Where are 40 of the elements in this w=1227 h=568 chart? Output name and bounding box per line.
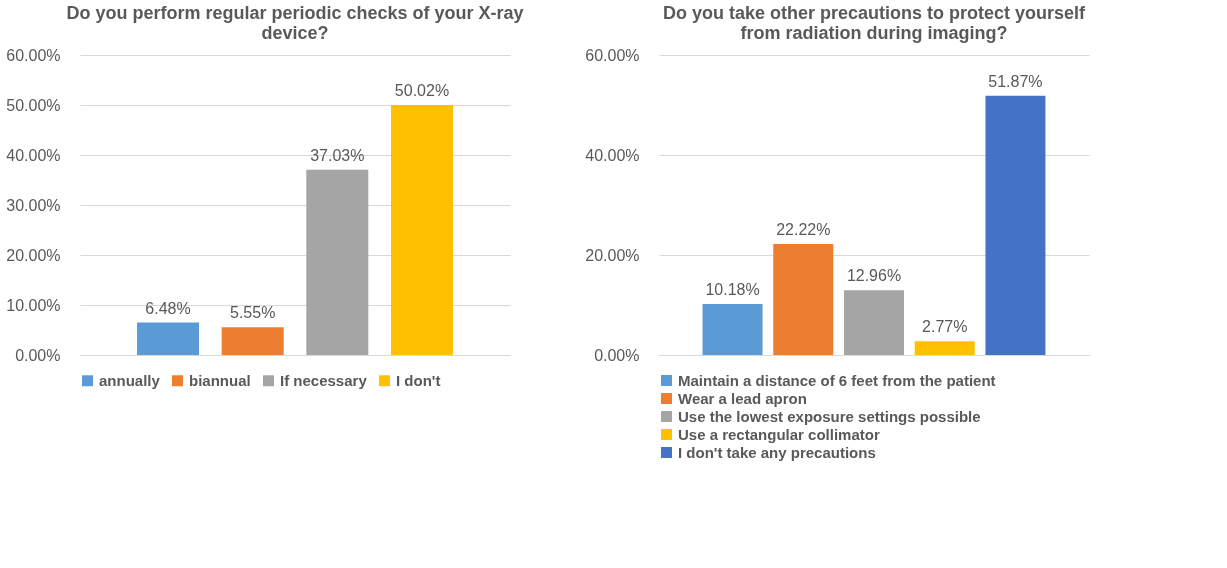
legend-label: I don't take any precautions xyxy=(678,443,876,461)
bar xyxy=(702,304,763,355)
data-label: 22.22% xyxy=(776,220,831,238)
bar xyxy=(985,95,1046,355)
bar xyxy=(844,290,904,355)
legend-label: I don't xyxy=(396,371,441,389)
legend-label: Wear a lead apron xyxy=(678,389,807,407)
bar xyxy=(221,327,284,355)
chart-title: Do you perform regular periodic checks of your X-ray device? xyxy=(66,3,524,43)
y-tick-label: 20.00% xyxy=(585,246,640,264)
legend-label: Use the lowest exposure settings possible xyxy=(678,407,981,425)
y-tick-label: 0.00% xyxy=(15,346,61,364)
bar xyxy=(390,104,453,355)
bar xyxy=(137,322,200,355)
data-label: 10.18% xyxy=(705,281,760,299)
y-tick-label: 40.00% xyxy=(6,146,61,164)
bar xyxy=(306,169,369,355)
data-label: 2.77% xyxy=(922,318,968,336)
y-tick-label: 0.00% xyxy=(594,346,640,364)
y-tick-label: 30.00% xyxy=(6,196,61,214)
bar xyxy=(914,341,975,355)
data-label: 12.96% xyxy=(846,267,902,285)
data-label: 50.02% xyxy=(394,81,450,99)
legend-label: Use a rectangular collimator xyxy=(678,425,880,443)
legend-label: Maintain a distance of 6 feet from the patient xyxy=(678,371,996,389)
legend-label: annually xyxy=(99,371,161,389)
legend-label: If necessary xyxy=(280,371,368,389)
legend-label: biannual xyxy=(189,371,251,389)
data-label: 5.55% xyxy=(229,304,276,322)
data-label: 51.87% xyxy=(988,72,1043,90)
y-tick-label: 20.00% xyxy=(6,246,61,264)
y-tick-label: 50.00% xyxy=(6,96,61,114)
data-label: 37.03% xyxy=(310,146,365,164)
chart-title: Do you take other precautions to protect yourself from radiation during imaging? xyxy=(662,3,1087,43)
y-tick-label: 10.00% xyxy=(6,296,61,314)
y-tick-label: 40.00% xyxy=(585,146,640,164)
y-tick-label: 60.00% xyxy=(6,46,61,64)
data-label: 6.48% xyxy=(145,299,191,317)
bar xyxy=(773,243,834,355)
y-tick-label: 60.00% xyxy=(585,46,640,64)
